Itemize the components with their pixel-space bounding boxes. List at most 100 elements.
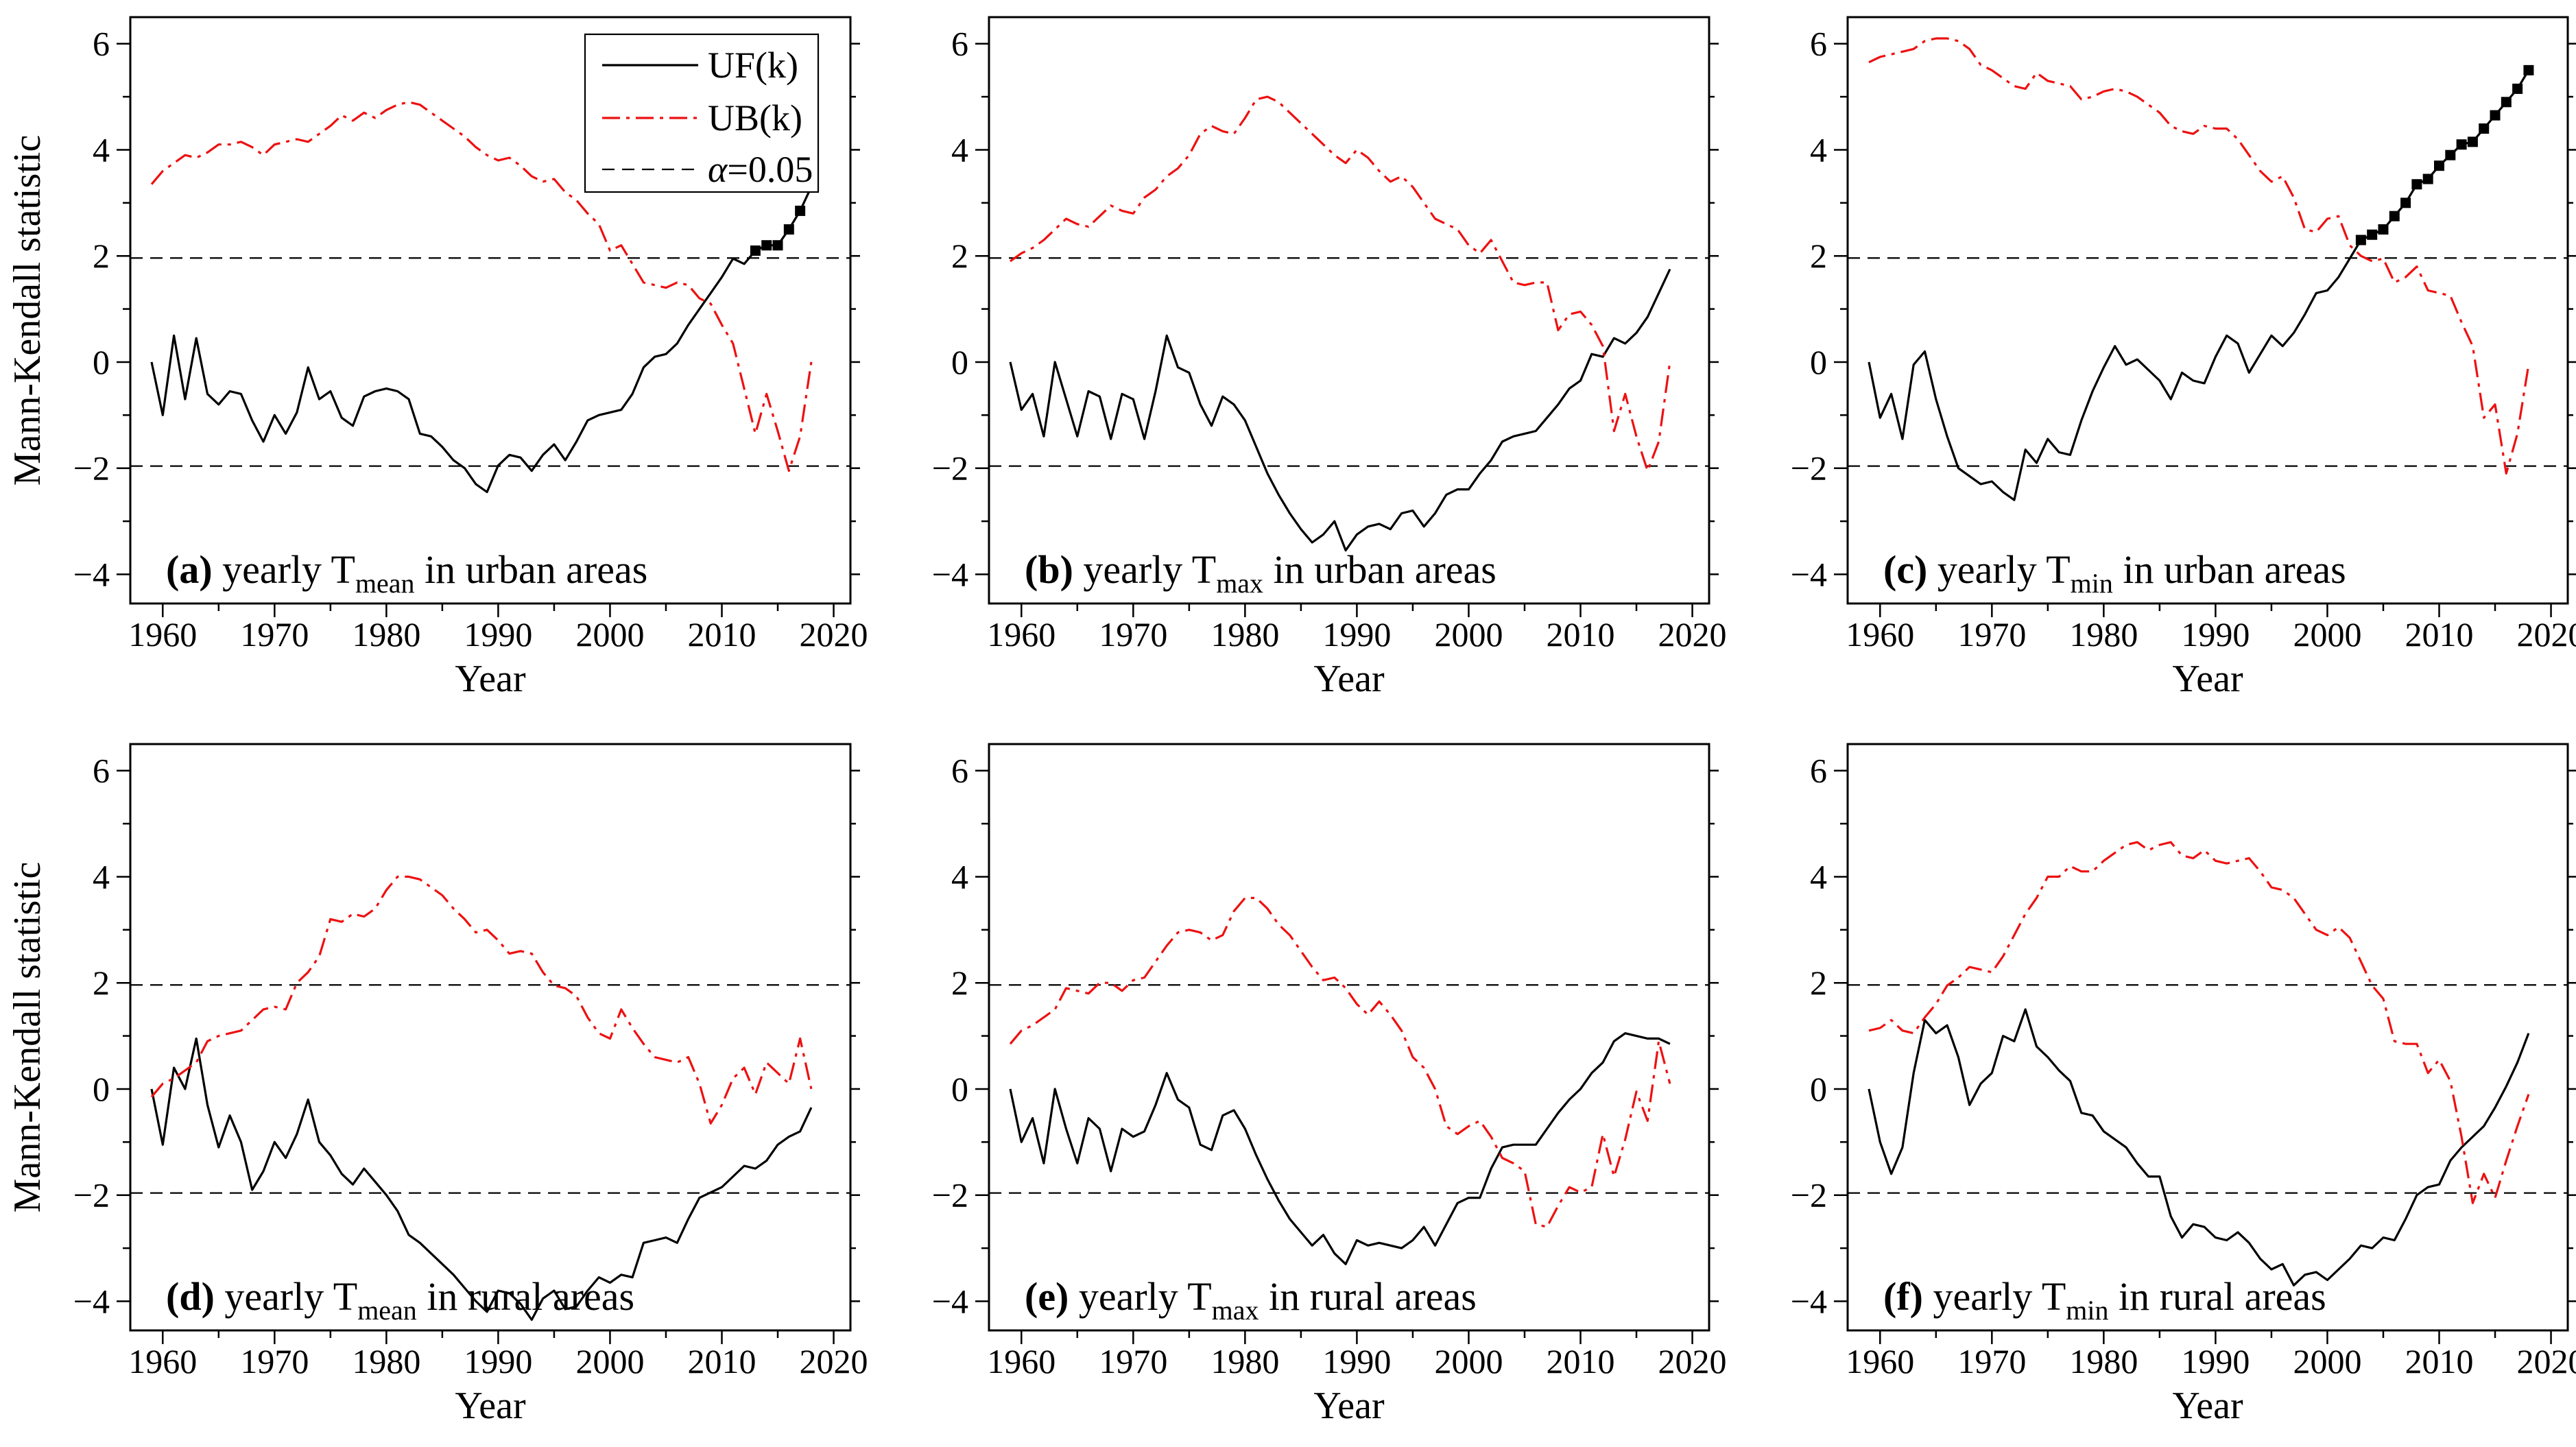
plot-frame [988,743,1710,1332]
uf-marker [761,240,772,251]
x-tick-label: 1990 [464,615,532,654]
legend-box [584,33,820,193]
x-axis: 1960 1970 1980 1990 2000 2010 2020 Year [987,1330,1727,1427]
y-tick-label: 2 [1810,964,1827,1002]
y-tick-label: −4 [1791,1282,1827,1320]
x-tick-label: 1960 [1846,1342,1914,1380]
y-tick-label: 6 [951,752,968,790]
panel-e: (e) yearly Tmax in rural areas 1960 1970 19… [859,724,1727,1447]
x-tick-label: 2000 [2293,1342,2361,1380]
x-tick-label: 2020 [1658,1342,1727,1380]
x-tick-label: 1980 [1211,1342,1279,1380]
y-tick-label: 4 [1810,130,1827,169]
x-axis: 1960 1970 1980 1990 2000 2010 2020 Year [987,603,1727,700]
x-tick-label: 1990 [464,1342,532,1380]
y-tick-label: 0 [1810,1070,1827,1108]
y-tick-label: 4 [93,130,110,169]
x-tick-label: 1990 [2181,1342,2250,1380]
x-tick-label: 2020 [2517,615,2576,654]
uf-marker [750,245,761,256]
x-tick-label: 2000 [1434,615,1503,654]
y-tick-label: 2 [951,964,968,1002]
x-tick-label: 2010 [688,1342,756,1380]
ub-line [1868,37,2530,475]
x-tick-label: 1970 [1957,615,2026,654]
panel-b: (b) yearly Tmax in urban areas 1960 1970 19… [859,0,1727,724]
x-tick-label: 2010 [1547,615,1615,654]
plot-frame [988,16,1710,605]
plot-frame [129,743,852,1332]
uf-marker [2501,97,2512,108]
y-tick-label: 0 [951,1070,968,1108]
x-tick-label: 1970 [1099,1342,1167,1380]
y-tick-label: 2 [951,237,968,275]
uf-line [150,1037,813,1322]
y-tick-label: 0 [1810,343,1827,381]
x-tick-label: 1970 [240,1342,309,1380]
panel-d: (d) yearly Tmean in rural areas 1960 1970 1… [0,724,868,1447]
y-axis-title: Mann-Kendall statistic [6,135,49,486]
plot-frame [1846,16,2569,605]
y-tick-label: 6 [951,25,968,63]
x-tick-label: 2010 [2405,1342,2474,1380]
uf-marker [2355,235,2366,246]
uf-line [1009,268,1671,552]
x-tick-label: 2020 [800,615,868,654]
x-tick-label: 1960 [987,1342,1056,1380]
x-tick-label: 1970 [1099,615,1167,654]
ub-line [1868,841,2530,1204]
uf-marker [2490,110,2501,121]
uf-marker [2400,198,2411,208]
x-tick-label: 2000 [575,1342,644,1380]
ub-line [150,875,813,1125]
uf-marker [2367,229,2378,240]
x-tick-label: 2010 [688,615,756,654]
uf-line [150,186,813,494]
x-axis-title: Year [2172,1385,2243,1427]
x-tick-label: 1960 [1846,615,1914,654]
y-tick-label: 2 [93,237,110,275]
x-tick-label: 2010 [2405,615,2474,654]
y-tick-label: 2 [1810,237,1827,275]
y-tick-label: −4 [73,555,110,593]
x-tick-label: 1990 [1322,615,1391,654]
x-tick-label: 1970 [240,615,309,654]
x-axis: 1960 1970 1980 1990 2000 2010 2020 Year [1846,1330,2576,1427]
y-tick-label: 2 [93,964,110,1002]
uf-line [1009,1032,1671,1265]
panel-f: (f) yearly Tmin in rural areas 1960 1970 19… [1717,724,2576,1447]
x-tick-label: 2010 [1547,1342,1615,1380]
y-tick-label: 0 [93,1070,110,1108]
y-tick-label: 6 [93,25,110,63]
y-axis: −4 −2 0 2 4 6 [73,752,860,1320]
panel-caption: (c) yearly Tmin in urban areas [1883,547,2346,599]
x-tick-label: 2020 [800,1342,868,1380]
y-tick-label: 0 [951,343,968,381]
x-tick-label: 2000 [1434,1342,1503,1380]
legend-label: UF(k) [708,45,798,86]
y-tick-label: 6 [1810,25,1827,63]
y-tick-label: −2 [1791,449,1827,488]
panel-a: (a) yearly Tmean in urban areas 1960 1970 1… [0,0,868,724]
y-axis: −4 −2 0 2 4 6 [932,752,1719,1320]
uf-line [1868,1008,2530,1287]
x-tick-label: 1960 [128,615,197,654]
panel-caption: (b) yearly Tmax in urban areas [1025,547,1496,599]
uf-marker [2479,123,2490,134]
x-axis: 1960 1970 1980 1990 2000 2010 2020 Year [128,1330,868,1427]
x-tick-label: 1960 [128,1342,197,1380]
x-tick-label: 2020 [2517,1342,2576,1380]
uf-marker [783,224,794,235]
x-tick-label: 2000 [575,615,644,654]
uf-marker [772,240,783,251]
y-axis: −4 −2 0 2 4 6 [1791,752,2576,1320]
plot-frame [1846,743,2569,1332]
x-tick-label: 1980 [2069,1342,2138,1380]
uf-marker [2422,174,2433,184]
uf-marker [795,205,806,216]
panel-caption: (d) yearly Tmean in rural areas [166,1274,634,1326]
x-tick-label: 2020 [1658,615,1727,654]
